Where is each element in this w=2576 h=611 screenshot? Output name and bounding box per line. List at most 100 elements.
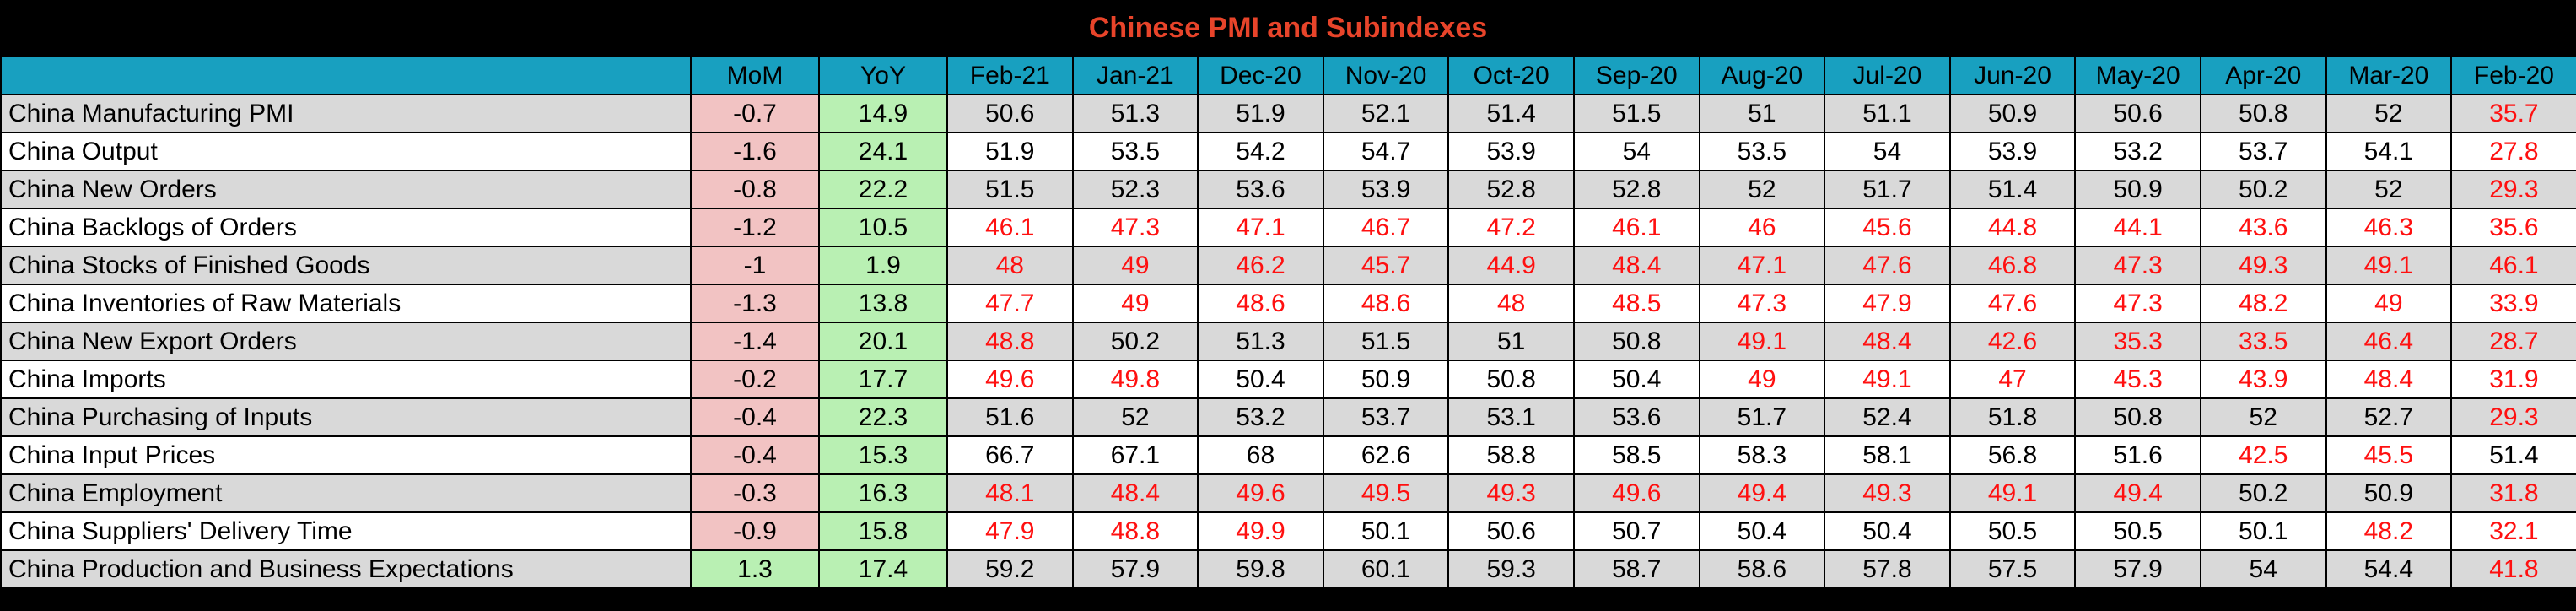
- value-cell: 57.9: [2074, 549, 2201, 589]
- value-cell: 66.7: [946, 435, 1074, 475]
- value-cell: 50.9: [2325, 473, 2453, 513]
- table-row: China New Export Orders -1.4 20.1 48.8 50.2 5…: [0, 322, 2576, 361]
- value-cell: 52.7: [2325, 397, 2453, 437]
- row-name: China Output: [0, 132, 692, 171]
- value-cell: 49.1: [1698, 322, 1826, 361]
- value-cell: 50.2: [1071, 322, 1199, 361]
- value-cell: 52.4: [1824, 397, 1951, 437]
- row-name: China Inventories of Raw Materials: [0, 284, 692, 323]
- value-cell: 67.1: [1071, 435, 1199, 475]
- value-cell: 44.8: [1948, 208, 2077, 247]
- value-cell: 50.7: [1572, 511, 1700, 551]
- header-cell-jan-21: Jan-21: [1071, 56, 1199, 95]
- mom-cell: -1.6: [690, 132, 820, 171]
- value-cell: 46.7: [1322, 208, 1450, 247]
- value-cell: 51.7: [1698, 397, 1826, 437]
- value-cell: 48: [1447, 284, 1575, 323]
- value-cell: 59.3: [1447, 549, 1575, 589]
- value-cell: 52: [2199, 397, 2327, 437]
- value-cell: 58.5: [1572, 435, 1700, 475]
- table-row: China Manufacturing PMI -0.7 14.9 50.6 51.3 5…: [0, 94, 2576, 133]
- value-cell: 53.5: [1698, 132, 1826, 171]
- header-row: MoM YoY Feb-21 Jan-21 Dec-20 Nov-20 Oct-20 Sep-…: [0, 56, 2576, 95]
- value-cell: 51.1: [1824, 94, 1951, 133]
- value-cell: 47.6: [1824, 246, 1951, 285]
- yoy-cell: 22.2: [818, 170, 948, 209]
- header-cell-jun-20: Jun-20: [1948, 56, 2077, 95]
- yoy-cell: 1.9: [818, 246, 948, 285]
- value-cell: 46.1: [1572, 208, 1700, 247]
- yoy-cell: 14.9: [818, 94, 948, 133]
- value-cell: 50.4: [1197, 360, 1324, 399]
- value-cell: 54: [2199, 549, 2327, 589]
- value-cell: 53.9: [1322, 170, 1450, 209]
- value-cell: 27.8: [2450, 132, 2576, 171]
- value-cell: 49: [1071, 246, 1199, 285]
- value-cell: 52: [1071, 397, 1199, 437]
- value-cell: 35.7: [2450, 94, 2576, 133]
- value-cell: 50.6: [2074, 94, 2201, 133]
- value-cell: 54.7: [1322, 132, 1450, 171]
- value-cell: 54.2: [1197, 132, 1324, 171]
- value-cell: 47.3: [2074, 246, 2201, 285]
- mom-cell: -0.4: [690, 435, 820, 475]
- value-cell: 33.5: [2199, 322, 2327, 361]
- value-cell: 31.9: [2450, 360, 2576, 399]
- value-cell: 46.1: [2450, 246, 2576, 285]
- table-body: China Manufacturing PMI -0.7 14.9 50.6 51.3 5…: [0, 94, 2576, 589]
- value-cell: 57.5: [1948, 549, 2077, 589]
- yoy-cell: 15.8: [818, 511, 948, 551]
- header-cell-nov-20: Nov-20: [1322, 56, 1450, 95]
- value-cell: 51.4: [1948, 170, 2077, 209]
- value-cell: 44.9: [1447, 246, 1575, 285]
- row-name: China Input Prices: [0, 435, 692, 475]
- row-name: China Suppliers' Delivery Time: [0, 511, 692, 551]
- value-cell: 35.3: [2074, 322, 2201, 361]
- value-cell: 48.1: [946, 473, 1074, 513]
- yoy-cell: 16.3: [818, 473, 948, 513]
- value-cell: 44.1: [2074, 208, 2201, 247]
- table-row: China New Orders -0.8 22.2 51.5 52.3 53.6 53.9…: [0, 170, 2576, 209]
- row-name: China Employment: [0, 473, 692, 513]
- value-cell: 53.5: [1071, 132, 1199, 171]
- value-cell: 41.8: [2450, 549, 2576, 589]
- header-cell-feb-20: Feb-20: [2450, 56, 2576, 95]
- value-cell: 49.6: [1197, 473, 1324, 513]
- value-cell: 29.3: [2450, 397, 2576, 437]
- value-cell: 51.5: [1572, 94, 1700, 133]
- mom-cell: -1: [690, 246, 820, 285]
- value-cell: 50.9: [2074, 170, 2201, 209]
- value-cell: 52: [2325, 170, 2453, 209]
- pmi-table: MoM YoY Feb-21 Jan-21 Dec-20 Nov-20 Oct-20 Sep-…: [0, 56, 2576, 589]
- value-cell: 58.8: [1447, 435, 1575, 475]
- value-cell: 42.6: [1948, 322, 2077, 361]
- header-cell-may-20: May-20: [2074, 56, 2201, 95]
- value-cell: 50.2: [2199, 170, 2327, 209]
- table-row: China Employment -0.3 16.3 48.1 48.4 49.6 49.5…: [0, 473, 2576, 513]
- value-cell: 50.1: [2199, 511, 2327, 551]
- value-cell: 52.8: [1447, 170, 1575, 209]
- value-cell: 48.8: [946, 322, 1074, 361]
- value-cell: 51.4: [1447, 94, 1575, 133]
- value-cell: 43.9: [2199, 360, 2327, 399]
- value-cell: 46.8: [1948, 246, 2077, 285]
- value-cell: 56.8: [1948, 435, 2077, 475]
- value-cell: 51: [1698, 94, 1826, 133]
- value-cell: 50.8: [1447, 360, 1575, 399]
- value-cell: 48.4: [1071, 473, 1199, 513]
- value-cell: 58.1: [1824, 435, 1951, 475]
- value-cell: 49.3: [1824, 473, 1951, 513]
- value-cell: 53.2: [2074, 132, 2201, 171]
- value-cell: 68: [1197, 435, 1324, 475]
- value-cell: 49.3: [2199, 246, 2327, 285]
- value-cell: 54.4: [2325, 549, 2453, 589]
- row-name: China New Export Orders: [0, 322, 692, 361]
- header-cell-yoy: YoY: [818, 56, 948, 95]
- value-cell: 49.5: [1322, 473, 1450, 513]
- value-cell: 51.6: [2074, 435, 2201, 475]
- value-cell: 51.9: [1197, 94, 1324, 133]
- value-cell: 49.3: [1447, 473, 1575, 513]
- row-name: China Stocks of Finished Goods: [0, 246, 692, 285]
- value-cell: 52.3: [1071, 170, 1199, 209]
